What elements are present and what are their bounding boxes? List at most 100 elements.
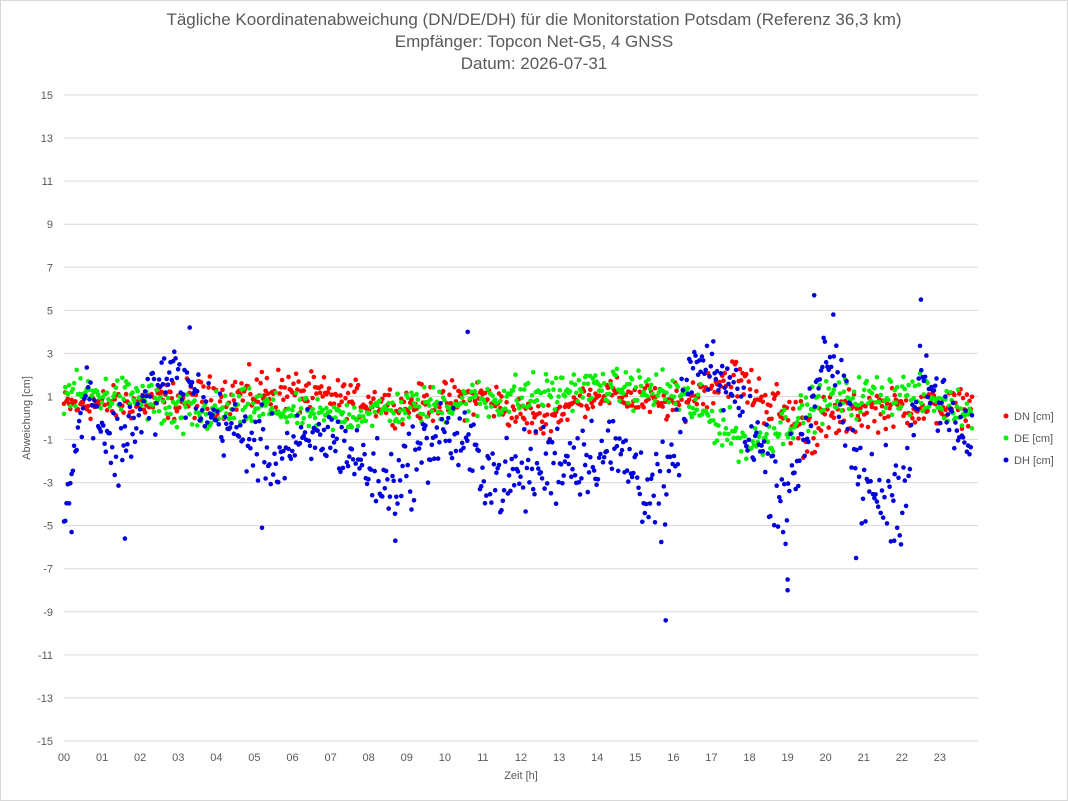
data-point xyxy=(747,387,753,392)
data-point xyxy=(362,451,367,457)
data-point xyxy=(770,453,776,459)
data-point xyxy=(536,404,541,409)
data-point xyxy=(328,445,333,451)
data-point xyxy=(812,449,818,455)
data-point xyxy=(115,416,120,422)
x-tick-label: 19 xyxy=(781,752,793,764)
data-point xyxy=(382,486,388,491)
data-point xyxy=(482,501,488,506)
data-point xyxy=(349,424,355,430)
data-point xyxy=(760,399,766,405)
data-point xyxy=(764,409,769,415)
data-point xyxy=(343,418,348,423)
data-point xyxy=(513,454,518,459)
data-point xyxy=(128,454,134,460)
x-tick-label: 12 xyxy=(515,752,527,764)
data-point xyxy=(556,394,561,399)
data-point xyxy=(580,395,585,400)
x-tick-label: 05 xyxy=(248,752,260,764)
data-point xyxy=(641,404,646,410)
data-point xyxy=(915,407,920,412)
data-point xyxy=(321,418,327,423)
data-point xyxy=(478,484,484,489)
data-point xyxy=(245,401,251,407)
data-point xyxy=(160,399,166,404)
data-point xyxy=(377,398,383,403)
data-point xyxy=(198,380,204,385)
data-point xyxy=(823,360,829,365)
data-point xyxy=(154,387,159,393)
data-point xyxy=(393,538,398,543)
x-tick-label: 06 xyxy=(286,752,298,764)
data-point xyxy=(310,406,315,412)
data-point xyxy=(250,401,256,406)
data-point xyxy=(939,406,944,412)
data-point xyxy=(504,435,509,441)
data-point xyxy=(494,384,499,390)
data-point xyxy=(530,486,536,492)
data-point xyxy=(139,429,144,435)
data-point xyxy=(236,393,242,399)
data-point xyxy=(283,415,289,420)
data-point xyxy=(104,390,110,396)
data-point xyxy=(609,466,615,472)
data-point xyxy=(121,396,126,402)
data-point xyxy=(650,391,655,397)
data-point xyxy=(410,424,416,429)
data-point xyxy=(475,413,480,419)
data-point xyxy=(854,447,859,453)
data-point xyxy=(646,514,651,520)
data-point xyxy=(530,369,536,375)
data-point xyxy=(780,529,786,535)
data-point xyxy=(484,405,489,410)
data-point xyxy=(634,475,640,480)
data-point xyxy=(220,438,225,444)
data-point xyxy=(924,353,929,358)
data-point xyxy=(167,404,172,410)
data-point xyxy=(428,457,433,463)
data-point xyxy=(331,401,337,407)
data-point xyxy=(605,428,611,433)
data-point xyxy=(570,466,575,472)
legend-label: DN [cm] xyxy=(1014,411,1054,423)
data-point xyxy=(281,397,286,403)
data-point xyxy=(511,407,517,413)
data-point xyxy=(879,385,885,390)
data-point xyxy=(413,447,418,453)
data-point xyxy=(315,397,320,402)
data-point xyxy=(395,501,400,506)
data-point xyxy=(131,415,136,421)
data-point xyxy=(636,368,641,373)
data-point xyxy=(749,424,754,429)
data-point xyxy=(372,468,378,474)
data-point xyxy=(688,359,693,365)
data-point xyxy=(853,465,858,471)
data-point xyxy=(948,389,953,395)
data-point xyxy=(444,420,450,425)
data-point xyxy=(932,383,938,389)
data-point xyxy=(125,441,130,447)
data-point xyxy=(120,375,125,381)
data-point xyxy=(964,401,970,406)
y-tick-label: -7 xyxy=(43,564,53,576)
y-tick-label: -13 xyxy=(37,693,53,705)
data-point xyxy=(667,384,673,389)
data-point xyxy=(277,445,282,450)
data-point xyxy=(369,492,375,498)
data-point xyxy=(919,401,924,406)
data-point xyxy=(340,410,346,415)
data-point xyxy=(650,472,655,478)
data-point xyxy=(115,378,120,383)
data-point xyxy=(501,388,507,394)
data-point xyxy=(473,392,479,398)
data-point xyxy=(496,462,502,468)
data-point xyxy=(140,393,145,399)
data-point xyxy=(872,495,877,501)
data-point xyxy=(836,428,842,433)
data-point xyxy=(518,474,523,480)
data-point xyxy=(600,460,606,465)
data-point xyxy=(250,463,256,468)
data-point xyxy=(286,406,291,412)
data-point xyxy=(555,426,560,432)
data-point xyxy=(306,423,312,429)
